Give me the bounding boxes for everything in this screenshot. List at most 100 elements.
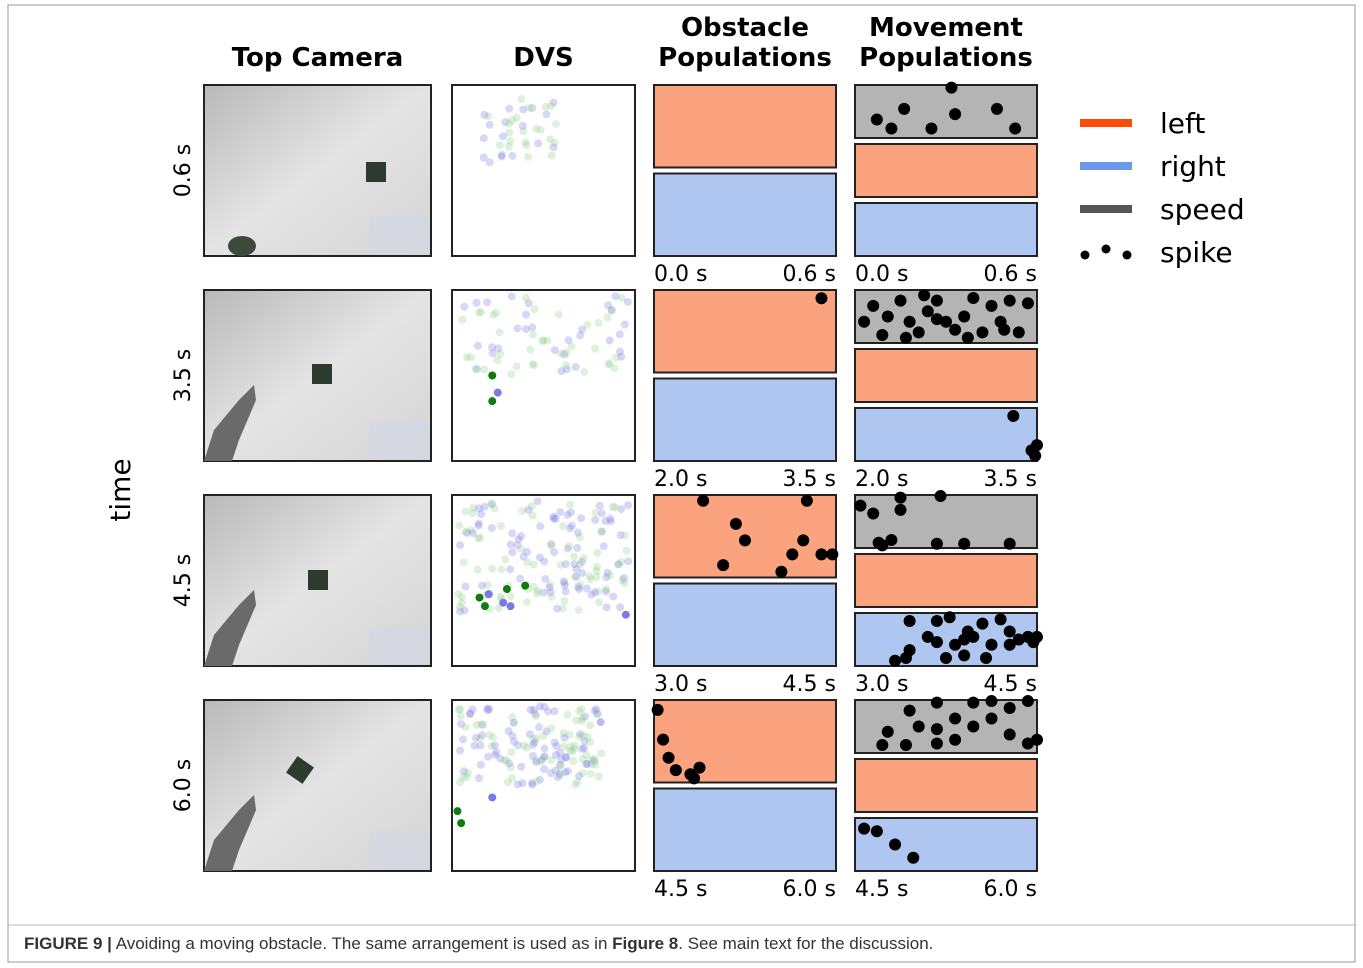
obstacle-left — [653, 289, 837, 374]
dvs-event — [616, 531, 625, 540]
dvs-event — [614, 560, 623, 569]
dvs-event — [517, 545, 526, 554]
dvs-event — [455, 603, 464, 612]
dvs-event — [536, 775, 545, 784]
spike — [739, 534, 751, 547]
dvs-event — [539, 588, 548, 597]
spike — [903, 315, 916, 328]
dvs-event — [576, 331, 585, 340]
dvs-event — [546, 135, 555, 144]
dvs-event — [507, 370, 516, 379]
dvs-event — [597, 527, 606, 536]
dvs-event — [454, 590, 463, 599]
spike — [858, 822, 871, 835]
dvs-event — [582, 759, 591, 768]
dvs-event — [590, 754, 599, 763]
dvs-event — [558, 522, 567, 531]
dvs-event — [603, 313, 612, 322]
dvs-event — [541, 574, 550, 583]
spike — [985, 638, 998, 651]
spike — [930, 614, 943, 627]
dvs-event — [560, 578, 569, 587]
spike — [899, 652, 912, 665]
dvs-event — [497, 152, 506, 161]
dvs-event — [572, 565, 581, 574]
dvs-event — [461, 507, 470, 516]
column-header: Obstacle — [681, 13, 809, 43]
dvs-event — [573, 528, 582, 537]
dvs-event — [460, 302, 469, 311]
dvs-event — [476, 308, 485, 317]
spike — [697, 494, 710, 507]
dvs-event — [580, 367, 589, 376]
spike — [985, 695, 998, 708]
dvs-event — [564, 336, 573, 345]
dvs-event — [547, 151, 556, 160]
spike — [958, 649, 971, 662]
dvs-event — [596, 718, 605, 727]
dvs-event — [479, 134, 488, 143]
dvs-event — [547, 755, 556, 764]
dvs-event — [574, 606, 583, 615]
spike — [889, 838, 902, 851]
dvs-event — [518, 121, 527, 130]
dvs-event — [583, 733, 592, 742]
spike — [943, 611, 956, 624]
dvs-event — [577, 514, 586, 523]
dvs-event — [593, 548, 602, 557]
dvs-event — [522, 598, 531, 607]
dvs-event — [490, 741, 499, 750]
dvs-event — [590, 706, 599, 715]
dvs-event — [562, 361, 571, 370]
movement-right — [854, 407, 1038, 462]
dvs-event — [519, 105, 528, 114]
spike — [717, 559, 730, 572]
dvs-event — [534, 723, 543, 732]
dvs-event — [551, 766, 560, 775]
spike — [1003, 625, 1016, 638]
dvs-event — [579, 554, 588, 563]
dvs-event — [463, 528, 472, 537]
dvs-event — [508, 731, 517, 740]
obstacle-right — [653, 172, 837, 257]
spike — [921, 630, 934, 643]
spike — [1003, 294, 1016, 307]
dvs-event — [533, 589, 542, 598]
spike — [918, 289, 931, 302]
dvs-event — [562, 365, 571, 374]
dvs-event — [620, 579, 629, 588]
spike — [885, 534, 898, 547]
spike — [867, 299, 880, 312]
dvs-event — [508, 116, 517, 125]
time-start-label: 0.0 s — [855, 262, 908, 287]
spike — [958, 310, 971, 323]
caption: FIGURE 9 | Avoiding a moving obstacle. T… — [24, 934, 933, 954]
dvs-event — [592, 566, 601, 575]
dvs-event — [547, 102, 556, 111]
dvs-event — [610, 364, 619, 373]
dvs-event — [536, 757, 545, 766]
dvs-event — [461, 723, 470, 732]
hand — [228, 236, 256, 256]
dvs-event — [577, 557, 586, 566]
dvs-event — [578, 755, 587, 764]
dvs-event — [573, 778, 582, 787]
dvs-event — [456, 712, 465, 721]
spike — [1021, 297, 1034, 310]
spike — [894, 294, 907, 307]
dvs-event — [620, 531, 629, 540]
dvs-event — [532, 712, 541, 721]
dvs-event — [500, 756, 509, 765]
spike — [876, 739, 889, 752]
dvs-event — [503, 778, 512, 787]
dvs-event — [575, 533, 584, 542]
robot — [366, 162, 386, 182]
dvs-event — [544, 707, 553, 716]
dvs-event — [601, 587, 610, 596]
dvs-event — [561, 587, 570, 596]
column-header: Populations — [658, 43, 832, 73]
spike — [899, 331, 912, 344]
dvs-event — [540, 753, 549, 762]
dvs-event — [522, 310, 531, 319]
dvs-event — [561, 768, 570, 777]
